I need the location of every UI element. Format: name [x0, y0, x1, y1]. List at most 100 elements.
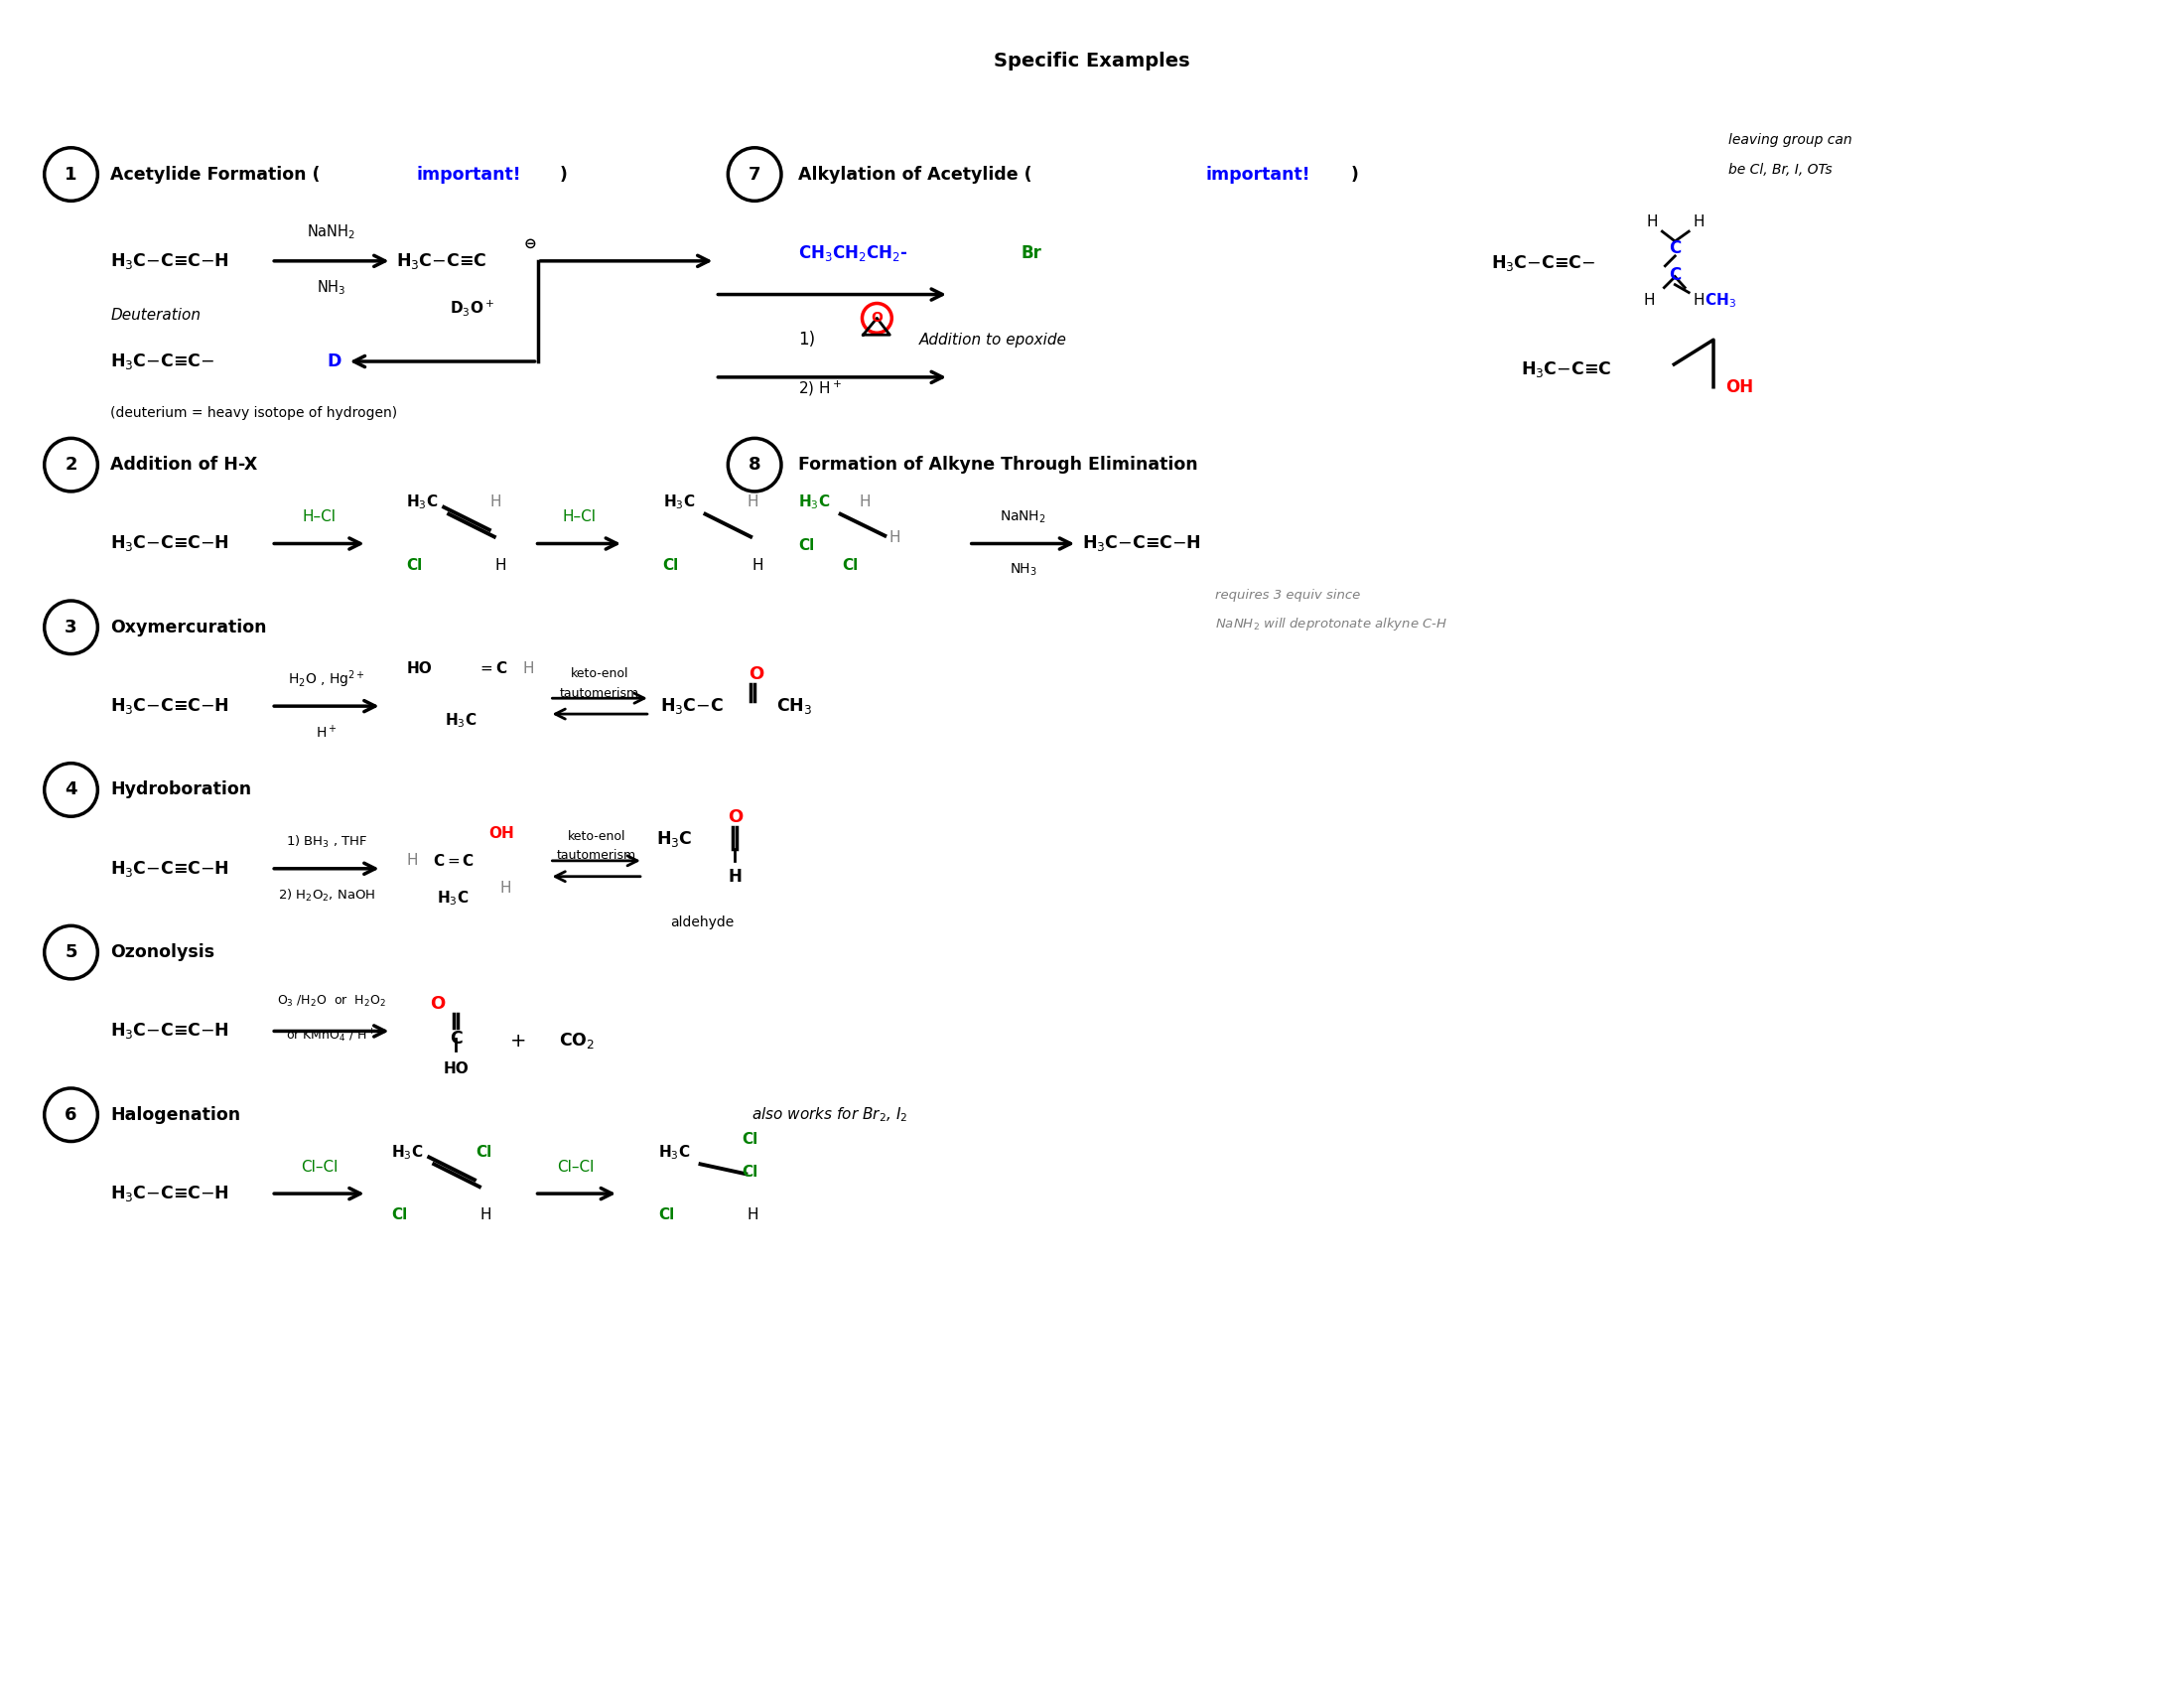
Text: NaNH$_2$: NaNH$_2$ [1000, 508, 1046, 525]
Text: aldehyde: aldehyde [670, 917, 734, 930]
Text: ): ) [1350, 165, 1358, 184]
Text: H: H [858, 495, 871, 510]
Text: ): ) [559, 165, 568, 184]
Text: CO$_2$: CO$_2$ [559, 1031, 596, 1052]
Text: NaNH$_2$ will deprotonate alkyne C-H: NaNH$_2$ will deprotonate alkyne C-H [1214, 616, 1448, 633]
Text: H: H [1693, 294, 1704, 307]
Text: or KMnO$_4$ / H$^+$: or KMnO$_4$ / H$^+$ [286, 1028, 378, 1045]
Text: H$_3$C: H$_3$C [446, 712, 476, 731]
Text: Oxymercuration: Oxymercuration [111, 618, 266, 636]
Text: +: + [509, 1031, 526, 1050]
Text: 8: 8 [749, 456, 760, 474]
Text: H: H [747, 1209, 758, 1222]
Text: $=$C: $=$C [478, 660, 509, 677]
Text: 1: 1 [66, 165, 76, 184]
Text: Halogenation: Halogenation [111, 1106, 240, 1124]
Text: O: O [430, 994, 446, 1013]
Text: 1): 1) [797, 331, 815, 349]
Text: Hydroboration: Hydroboration [111, 782, 251, 798]
Text: Addition of H-X: Addition of H-X [111, 456, 258, 474]
Text: 2) H$_2$O$_2$, NaOH: 2) H$_2$O$_2$, NaOH [277, 888, 376, 903]
Text: C: C [450, 1030, 463, 1048]
Text: Cl: Cl [743, 1165, 758, 1180]
Text: H$_3$C$-$C≡C$-$: H$_3$C$-$C≡C$-$ [1492, 253, 1597, 273]
Text: O$_3$ /H$_2$O  or  H$_2$O$_2$: O$_3$ /H$_2$O or H$_2$O$_2$ [277, 994, 387, 1009]
Text: H: H [489, 495, 502, 510]
Text: H$_3$C: H$_3$C [437, 890, 470, 908]
Text: 5: 5 [66, 944, 76, 960]
Text: important!: important! [1206, 165, 1310, 184]
Text: H$_3$C$-$C≡C: H$_3$C$-$C≡C [1520, 360, 1612, 380]
Text: H$_3$C$-$C≡C$-$H: H$_3$C$-$C≡C$-$H [1081, 533, 1201, 554]
Text: H: H [500, 881, 511, 896]
Text: H$_3$C$-$C≡C$-$H: H$_3$C$-$C≡C$-$H [111, 1183, 229, 1204]
Text: C: C [1669, 240, 1682, 257]
Text: H: H [1645, 294, 1655, 307]
Text: keto-enol: keto-enol [570, 667, 629, 680]
Text: (deuterium = heavy isotope of hydrogen): (deuterium = heavy isotope of hydrogen) [111, 405, 397, 420]
Text: 1) BH$_3$ , THF: 1) BH$_3$ , THF [286, 834, 367, 851]
Text: H: H [522, 662, 535, 677]
Text: Ozonolysis: Ozonolysis [111, 944, 214, 960]
Text: C: C [1669, 265, 1682, 284]
Text: H$_3$C: H$_3$C [406, 493, 439, 511]
Text: Br: Br [1020, 245, 1042, 262]
Text: 7: 7 [749, 165, 760, 184]
Text: H: H [496, 557, 507, 572]
Text: H$_2$O , Hg$^{2+}$: H$_2$O , Hg$^{2+}$ [288, 668, 365, 690]
Text: ⊖: ⊖ [524, 236, 537, 252]
Text: NaNH$_2$: NaNH$_2$ [308, 223, 356, 241]
Text: H: H [751, 557, 762, 572]
Text: Cl: Cl [664, 557, 679, 572]
Text: Cl–Cl: Cl–Cl [557, 1160, 594, 1175]
Text: H: H [889, 530, 900, 545]
Text: 2) H$^+$: 2) H$^+$ [797, 380, 841, 398]
Text: H$^+$: H$^+$ [317, 724, 336, 741]
Text: requires 3 equiv since: requires 3 equiv since [1214, 589, 1361, 601]
Text: O: O [871, 311, 882, 326]
Text: CH$_3$: CH$_3$ [1704, 290, 1736, 309]
Text: Addition to epoxide: Addition to epoxide [919, 333, 1068, 348]
Text: Formation of Alkyne Through Elimination: Formation of Alkyne Through Elimination [797, 456, 1197, 474]
Text: H: H [727, 868, 743, 886]
Text: tautomerism: tautomerism [557, 849, 636, 863]
Text: H: H [406, 854, 417, 868]
Text: CH$_3$CH$_2$CH$_2$-: CH$_3$CH$_2$CH$_2$- [797, 243, 909, 263]
Text: Specific Examples: Specific Examples [994, 52, 1190, 71]
Text: keto-enol: keto-enol [568, 830, 627, 842]
Text: H$_3$C$-$C≡C$-$H: H$_3$C$-$C≡C$-$H [111, 859, 229, 878]
Text: Cl: Cl [657, 1209, 675, 1222]
Text: H$_3$C$-$C≡C$-$: H$_3$C$-$C≡C$-$ [111, 351, 214, 371]
Text: Cl: Cl [406, 557, 422, 572]
Text: H–Cl: H–Cl [561, 510, 596, 525]
Text: H: H [1693, 214, 1704, 230]
Text: HO: HO [443, 1062, 470, 1075]
Text: H$_3$C$-$C: H$_3$C$-$C [660, 695, 723, 716]
Text: C$=$C: C$=$C [432, 852, 474, 869]
Text: H–Cl: H–Cl [304, 510, 336, 525]
Text: Cl–Cl: Cl–Cl [301, 1160, 339, 1175]
Text: H: H [747, 495, 758, 510]
Text: H: H [1647, 214, 1658, 230]
Text: H$_3$C: H$_3$C [664, 493, 695, 511]
Text: H$_3$C: H$_3$C [797, 493, 830, 511]
Text: H$_3$C$-$C≡C$-$H: H$_3$C$-$C≡C$-$H [111, 695, 229, 716]
Text: H: H [480, 1209, 491, 1222]
Text: Cl: Cl [476, 1144, 491, 1160]
Text: H$_3$C$-$C≡C$-$H: H$_3$C$-$C≡C$-$H [111, 533, 229, 554]
Text: O: O [749, 665, 764, 684]
Text: Deuteration: Deuteration [111, 307, 201, 322]
Text: H$_3$C$-$C≡C$-$H: H$_3$C$-$C≡C$-$H [111, 1021, 229, 1041]
Text: important!: important! [417, 165, 522, 184]
Text: NH$_3$: NH$_3$ [1009, 562, 1037, 579]
Text: NH$_3$: NH$_3$ [317, 279, 345, 297]
Text: OH: OH [489, 825, 513, 841]
Text: Cl: Cl [391, 1209, 408, 1222]
Text: H$_3$C: H$_3$C [657, 1143, 690, 1161]
Text: CH$_3$: CH$_3$ [775, 695, 812, 716]
Text: Cl: Cl [843, 557, 858, 572]
Text: Acetylide Formation (: Acetylide Formation ( [111, 165, 321, 184]
Text: D$_3$O$^+$: D$_3$O$^+$ [450, 299, 496, 317]
Text: 4: 4 [66, 782, 76, 798]
Text: leaving group can: leaving group can [1728, 133, 1852, 147]
